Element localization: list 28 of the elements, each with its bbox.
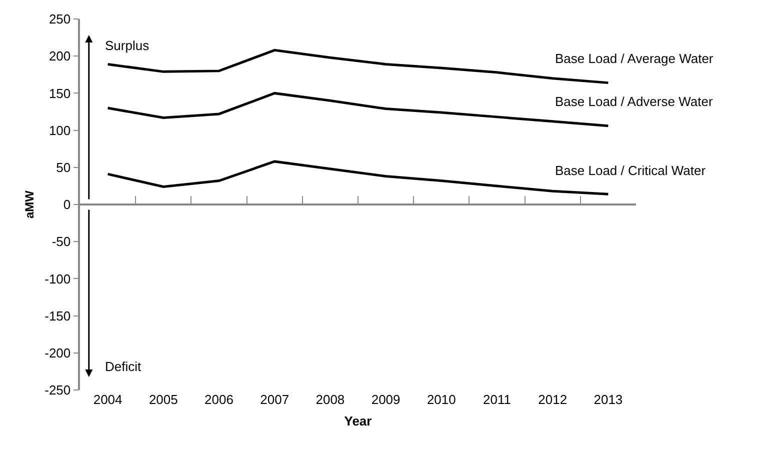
x-tick-label: 2008: [316, 392, 345, 407]
y-tick-label: -150: [44, 308, 71, 324]
x-tick-label: 2005: [148, 392, 178, 407]
x-tick-label: 2007: [260, 392, 290, 407]
y-axis-title: aMW: [22, 190, 36, 218]
y-tick-label: 100: [48, 122, 71, 138]
y-tick-label: 0: [63, 197, 71, 212]
y-tick-label: -100: [44, 271, 71, 286]
series-label: Base Load / Critical Water: [555, 163, 706, 178]
y-tick-label: -200: [44, 345, 71, 360]
x-tick-label: 2006: [204, 392, 234, 407]
y-tick-label: -250: [44, 382, 71, 398]
y-tick-label: -50: [52, 234, 71, 250]
y-tick-label: 150: [48, 86, 71, 101]
x-tick-label: 2011: [483, 392, 511, 407]
y-tick-label: 50: [56, 160, 71, 175]
x-tick-label: 2010: [426, 392, 456, 407]
y-tick-label: 200: [48, 48, 71, 64]
y-tick-label: 250: [48, 12, 71, 27]
annotation: Deficit: [105, 359, 142, 374]
series-label: Base Load / Adverse Water: [555, 94, 714, 109]
series-label: Base Load / Average Water: [555, 51, 714, 66]
annotation: Surplus: [105, 38, 150, 53]
x-tick-label: 2004: [93, 392, 122, 407]
x-tick-label: 2009: [371, 392, 400, 407]
x-tick-label: 2012: [538, 392, 568, 407]
x-tick-label: 2013: [594, 392, 623, 407]
x-axis-title: Year: [344, 414, 372, 429]
